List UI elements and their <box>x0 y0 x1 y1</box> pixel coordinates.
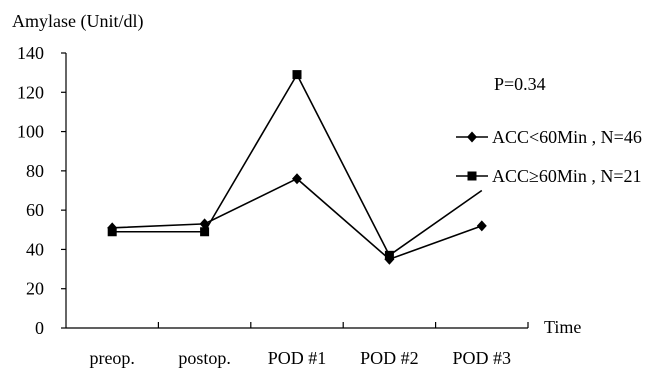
legend: ACC<60Min , N=46 ACC≥60Min , N=21 <box>456 127 642 186</box>
legend-marker <box>467 171 477 181</box>
legend-label: ACC≥60Min , N=21 <box>492 166 642 186</box>
series-1 <box>107 173 487 265</box>
x-tick-label: POD #2 <box>360 348 419 368</box>
y-tick-label: 120 <box>17 82 44 102</box>
x-tick-label: POD #1 <box>268 348 327 368</box>
data-point <box>200 227 210 237</box>
x-ticks: preop. postop. POD #1 POD #2 POD #3 <box>89 322 529 368</box>
legend-label: ACC<60Min , N=46 <box>492 127 642 147</box>
y-tick-label: 100 <box>17 122 44 142</box>
x-axis-title: Time <box>544 317 581 337</box>
series-line <box>112 72 483 257</box>
data-point <box>476 220 487 232</box>
y-tick-label: 140 <box>17 43 44 63</box>
data-point <box>384 250 394 260</box>
plot-axes <box>65 53 528 329</box>
x-tick-label: postop. <box>178 348 231 368</box>
data-point <box>292 70 302 80</box>
data-point <box>107 227 117 237</box>
data-point <box>292 173 302 185</box>
series-layer <box>107 70 487 265</box>
y-tick-label: 20 <box>26 279 44 299</box>
y-tick-label: 80 <box>26 161 44 181</box>
legend-marker <box>467 131 477 143</box>
series-line <box>112 177 483 261</box>
y-axis-title: Amylase (Unit/dl) <box>12 11 143 32</box>
y-tick-label: 60 <box>26 200 44 220</box>
x-tick-label: POD #3 <box>453 348 512 368</box>
series-2 <box>107 70 483 260</box>
y-tick-label: 0 <box>35 318 44 338</box>
x-tick-label: preop. <box>89 348 134 368</box>
p-value-annotation: P=0.34 <box>494 74 546 94</box>
y-ticks: 0 20 40 60 80 100 120 140 <box>17 43 66 338</box>
y-tick-label: 40 <box>26 239 44 259</box>
